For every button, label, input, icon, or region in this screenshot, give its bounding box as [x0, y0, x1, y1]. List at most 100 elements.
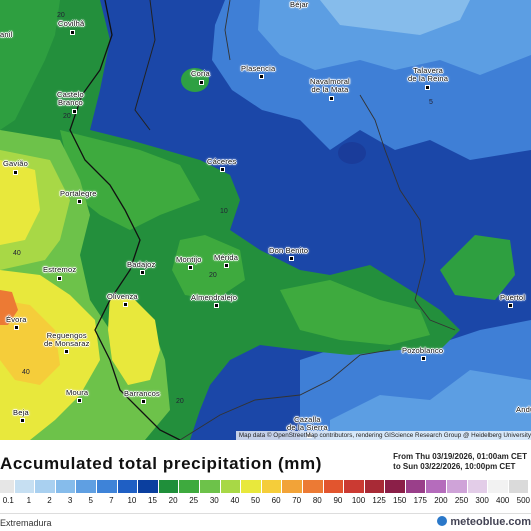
- city-label: Portalegre: [60, 189, 97, 198]
- city-marker: [70, 30, 75, 35]
- legend-tick: 0.1: [2, 496, 14, 505]
- legend-tick: 25: [189, 496, 199, 505]
- contour-label: 5: [429, 99, 433, 106]
- city-marker: [123, 302, 128, 307]
- legend-swatch: [14, 480, 36, 493]
- city-label: Gavião: [3, 159, 28, 168]
- city-marker: [508, 303, 513, 308]
- legend-swatch: [426, 480, 448, 493]
- legend-tick: 1: [26, 496, 32, 505]
- legend-tick: 50: [251, 496, 260, 505]
- period-start: From Thu 03/19/2026, 01:00am CET: [393, 452, 527, 461]
- title-bar: [0, 440, 531, 478]
- precip-band-25: [60, 130, 200, 230]
- city-marker: [421, 356, 426, 361]
- legend-swatch: [364, 480, 386, 493]
- legend-swatch: [344, 480, 365, 493]
- contour-label: 10: [220, 208, 228, 215]
- precip-band-5: [258, 0, 531, 75]
- city-label: Olivenza: [107, 292, 138, 301]
- city-marker: [57, 276, 62, 281]
- legend-swatch: [220, 480, 242, 493]
- precip-patch-20: [181, 68, 209, 92]
- legend-swatch: [96, 480, 118, 493]
- city-label: Pozoblanco: [402, 346, 444, 355]
- precip-band-25: [172, 235, 245, 300]
- legend-tick: 30: [209, 496, 219, 505]
- city-marker: [140, 270, 145, 275]
- city-label: Badajoz: [127, 260, 156, 269]
- legend-tick: 400: [496, 496, 510, 505]
- contour-label: 20: [176, 398, 184, 405]
- legend-tick: 80: [312, 496, 322, 505]
- precipitation-map[interactable]: Béjar Covilhã anil Coria Plasencia Naval…: [0, 0, 531, 440]
- precip-band-5: [330, 370, 531, 440]
- city-marker: [141, 399, 146, 404]
- legend-tick: 200: [434, 496, 448, 505]
- city-label: Plasencia: [241, 64, 276, 73]
- city-label: Coria: [191, 69, 210, 78]
- city-marker: [214, 303, 219, 308]
- legend-tick: 10: [127, 496, 137, 505]
- period-end: to Sun 03/22/2026, 10:00pm CET: [393, 461, 516, 471]
- city-marker: [224, 263, 229, 268]
- city-label: Reguengos de Monsaraz: [44, 331, 90, 348]
- legend-swatch: [158, 480, 180, 493]
- city-label: Mérida: [214, 253, 239, 262]
- city-marker: [329, 96, 334, 101]
- brand-logo[interactable]: meteoblue.com: [437, 516, 531, 528]
- legend-tick: 90: [333, 496, 343, 505]
- city-label: Castelo Branco: [57, 90, 84, 107]
- legend-swatch: [35, 480, 56, 493]
- legend-swatch: [76, 480, 97, 493]
- legend-tick: 125: [372, 496, 386, 505]
- legend-swatch: [302, 480, 324, 493]
- regional-border: [179, 349, 391, 440]
- legend-tick: 175: [413, 496, 427, 505]
- city-marker: [77, 398, 82, 403]
- city-label: Cáceres: [207, 157, 237, 166]
- precip-band-25: [280, 280, 430, 345]
- legend-tick: 250: [454, 496, 469, 505]
- legend-tick-labels: 0.1 1 2 3 5 7 10 15 20 25 30 40 50 60 70 80 90 100 125 150 1…: [0, 496, 531, 508]
- legend-swatch: [385, 480, 406, 493]
- legend-swatch: [488, 480, 509, 493]
- map-attribution[interactable]: Map data © OpenStreetMap contributors, r…: [235, 431, 531, 440]
- city-label: Covilhã: [58, 19, 85, 28]
- city-label: Évora: [6, 315, 27, 324]
- national-border: [69, 0, 181, 440]
- region-name: Extremadura: [0, 518, 52, 528]
- city-marker: [259, 74, 264, 79]
- city-marker: [20, 418, 25, 423]
- city-label: anil: [0, 30, 13, 39]
- brand-name: meteoblue.com: [450, 516, 531, 528]
- city-label: Navalmoral de la Mata: [310, 77, 350, 94]
- city-label: Estremoz: [43, 265, 77, 274]
- city-label: Béjar: [290, 0, 309, 9]
- legend-tick: 70: [292, 496, 302, 505]
- legend-swatch: [261, 480, 283, 493]
- legend-swatch: [179, 480, 200, 493]
- city-label: Don Benito: [269, 246, 309, 255]
- city-marker: [77, 199, 82, 204]
- city-marker: [425, 85, 430, 90]
- legend-tick: 500: [516, 496, 530, 505]
- legend-tick: 15: [148, 496, 157, 505]
- city-marker: [220, 167, 225, 172]
- precip-patch-10: [338, 142, 366, 164]
- regional-border: [359, 94, 456, 331]
- legend-tick: 150: [393, 496, 407, 505]
- legend-tick: 20: [168, 496, 178, 505]
- legend-swatch: [323, 480, 345, 493]
- city-label: Cazalla de la Sierra: [287, 415, 328, 432]
- precip-band-50: [108, 295, 160, 385]
- city-marker: [72, 109, 77, 114]
- precip-band-80: [0, 290, 18, 325]
- footer: Extremadura meteoblue.com: [0, 513, 531, 531]
- map-title: Accumulated total precipitation (mm): [0, 454, 322, 473]
- contour-label: 20: [57, 12, 65, 19]
- legend-swatch: [138, 480, 159, 493]
- legend-swatch: [55, 480, 77, 493]
- city-marker: [64, 349, 69, 354]
